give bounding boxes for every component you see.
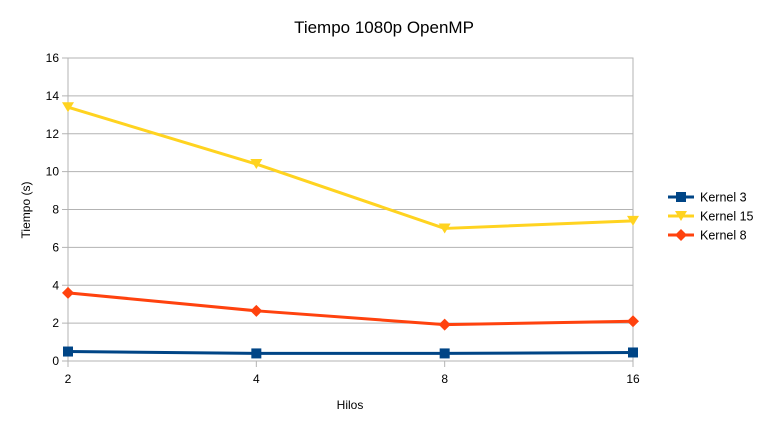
y-tick-label: 4 [52, 278, 59, 292]
y-tick-label: 8 [52, 203, 59, 217]
y-tick-label: 16 [46, 51, 60, 65]
series [62, 102, 639, 359]
data-point [627, 315, 639, 328]
y-tick-label: 10 [46, 165, 60, 179]
data-point [438, 223, 451, 234]
series-kernel-8 [62, 286, 639, 331]
x-axis-label: Hilos [337, 398, 364, 412]
data-point [438, 318, 451, 331]
data-point [439, 348, 450, 359]
legend-item: Kernel 15 [668, 210, 754, 224]
x-axis-ticks: 2 4 8 16 [65, 361, 640, 386]
legend-label: Kernel 15 [700, 210, 754, 224]
data-point [250, 304, 263, 317]
legend-swatch-marker [676, 192, 686, 202]
data-point [62, 102, 74, 113]
legend: Kernel 3 Kernel 15 Kernel 8 [668, 191, 754, 243]
grid [62, 57, 633, 362]
y-axis-label: Tiempo (s) [19, 182, 33, 239]
legend-item: Kernel 8 [668, 229, 747, 243]
data-point [62, 286, 74, 299]
y-tick-label: 12 [46, 127, 60, 141]
x-tick-label: 4 [253, 372, 260, 386]
y-tick-label: 14 [46, 89, 60, 103]
chart-title: Tiempo 1080p OpenMP [294, 18, 474, 37]
series-line [67, 105, 634, 230]
y-axis-ticks: 0 2 4 6 8 10 12 14 16 [46, 51, 60, 368]
data-point [251, 348, 262, 359]
y-tick-label: 2 [52, 316, 59, 330]
legend-item: Kernel 3 [668, 191, 747, 205]
data-point [63, 346, 73, 357]
series-line [67, 291, 634, 327]
legend-label: Kernel 3 [700, 191, 747, 205]
y-tick-label: 0 [52, 354, 59, 368]
x-tick-label: 8 [441, 372, 448, 386]
series-kernel-15 [62, 102, 639, 234]
legend-swatch-marker [675, 229, 687, 241]
x-tick-label: 16 [626, 372, 640, 386]
x-tick-label: 2 [65, 372, 72, 386]
series-kernel-3 [63, 346, 638, 359]
legend-swatch-marker [675, 211, 687, 221]
series-line [67, 350, 634, 355]
data-point [250, 159, 263, 170]
legend-label: Kernel 8 [700, 229, 747, 243]
data-point [627, 215, 639, 226]
plot-area [67, 57, 634, 362]
y-tick-label: 6 [52, 240, 59, 254]
data-point [628, 347, 638, 358]
